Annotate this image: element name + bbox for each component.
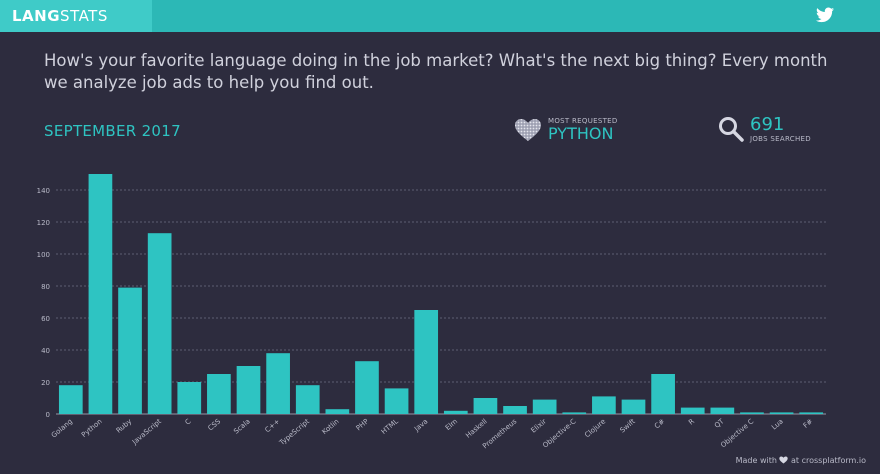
- heart-icon: [779, 456, 789, 464]
- intro-text: How's your favorite language doing in th…: [44, 51, 828, 92]
- bar[interactable]: [621, 399, 646, 414]
- bar[interactable]: [147, 233, 172, 414]
- bar[interactable]: [355, 361, 379, 414]
- bar[interactable]: [710, 407, 735, 414]
- bar[interactable]: [295, 385, 320, 414]
- x-tick-label: Elm: [444, 417, 459, 432]
- most-requested-caption: MOST REQUESTED: [548, 117, 618, 125]
- x-tick-label: Ruby: [115, 417, 134, 434]
- bar[interactable]: [769, 412, 794, 414]
- bar[interactable]: [118, 287, 142, 414]
- x-tick-label: Python: [80, 417, 104, 439]
- x-tick-label: C#: [653, 417, 666, 430]
- y-tick-label: 100: [37, 251, 50, 259]
- x-tick-label: Swift: [618, 417, 637, 434]
- bar[interactable]: [384, 388, 409, 414]
- jobs-searched: 691 JOBS SEARCHED: [718, 115, 811, 143]
- bar[interactable]: [473, 398, 498, 414]
- x-tick-label: TypeScript: [277, 417, 311, 447]
- logo-bold: LANG: [12, 7, 61, 25]
- bar[interactable]: [414, 310, 439, 414]
- x-tick-label: Clojure: [583, 417, 607, 439]
- bar[interactable]: [651, 374, 675, 414]
- bar[interactable]: [236, 366, 261, 414]
- y-tick-label: 80: [41, 283, 50, 291]
- x-tick-label: F#: [802, 417, 815, 430]
- x-tick-label: Elixir: [530, 417, 548, 434]
- bar[interactable]: [88, 174, 113, 414]
- x-tick-label: PHP: [355, 417, 371, 432]
- x-tick-label: Golang: [50, 417, 74, 439]
- x-tick-label: Objective C: [719, 417, 755, 449]
- top-bar: LANG STATS: [0, 0, 880, 32]
- x-tick-label: QT: [713, 417, 726, 430]
- bar[interactable]: [443, 410, 468, 414]
- bar[interactable]: [562, 412, 587, 414]
- logo-light: STATS: [60, 7, 108, 25]
- most-requested-value: PYTHON: [548, 124, 614, 143]
- bar[interactable]: [799, 412, 824, 414]
- month-label: SEPTEMBER 2017: [44, 122, 181, 140]
- x-tick-label: CSS: [206, 417, 222, 432]
- bar[interactable]: [325, 409, 350, 414]
- twitter-icon[interactable]: [816, 7, 834, 23]
- x-tick-label: R: [687, 417, 696, 426]
- x-tick-label: C: [184, 417, 193, 426]
- footer-prefix: Made with: [735, 456, 777, 465]
- bar[interactable]: [58, 385, 83, 414]
- y-tick-label: 40: [41, 347, 50, 355]
- jobs-searched-caption: JOBS SEARCHED: [750, 135, 811, 143]
- footer: Made with at crossplatform.io: [736, 456, 866, 465]
- most-requested: MOST REQUESTED PYTHON: [514, 117, 618, 143]
- x-tick-label: Java: [412, 417, 429, 433]
- y-tick-label: 20: [41, 379, 50, 387]
- y-tick-label: 0: [46, 411, 50, 419]
- bar[interactable]: [503, 406, 527, 414]
- logo[interactable]: LANG STATS: [0, 0, 152, 32]
- footer-suffix: at crossplatform.io: [791, 456, 866, 465]
- jobs-searched-value: 691: [750, 114, 785, 135]
- bar[interactable]: [266, 353, 290, 414]
- search-icon: [719, 117, 744, 142]
- bar[interactable]: [592, 396, 616, 414]
- bar[interactable]: [740, 412, 764, 414]
- heart-icon: [515, 119, 541, 141]
- y-tick-label: 140: [37, 187, 50, 195]
- x-tick-label: Kotlin: [320, 417, 340, 436]
- x-tick-label: HTML: [380, 417, 400, 436]
- bar[interactable]: [680, 407, 705, 414]
- x-tick-label: Haskell: [464, 417, 488, 439]
- y-tick-label: 120: [37, 219, 50, 227]
- y-tick-label: 60: [41, 315, 50, 323]
- x-tick-label: C++: [264, 417, 282, 434]
- x-tick-label: Scala: [232, 417, 252, 435]
- bar[interactable]: [532, 399, 557, 414]
- x-tick-label: JavaScript: [130, 417, 163, 446]
- x-tick-label: Lua: [770, 417, 785, 431]
- bar[interactable]: [207, 374, 231, 414]
- bar[interactable]: [177, 382, 202, 414]
